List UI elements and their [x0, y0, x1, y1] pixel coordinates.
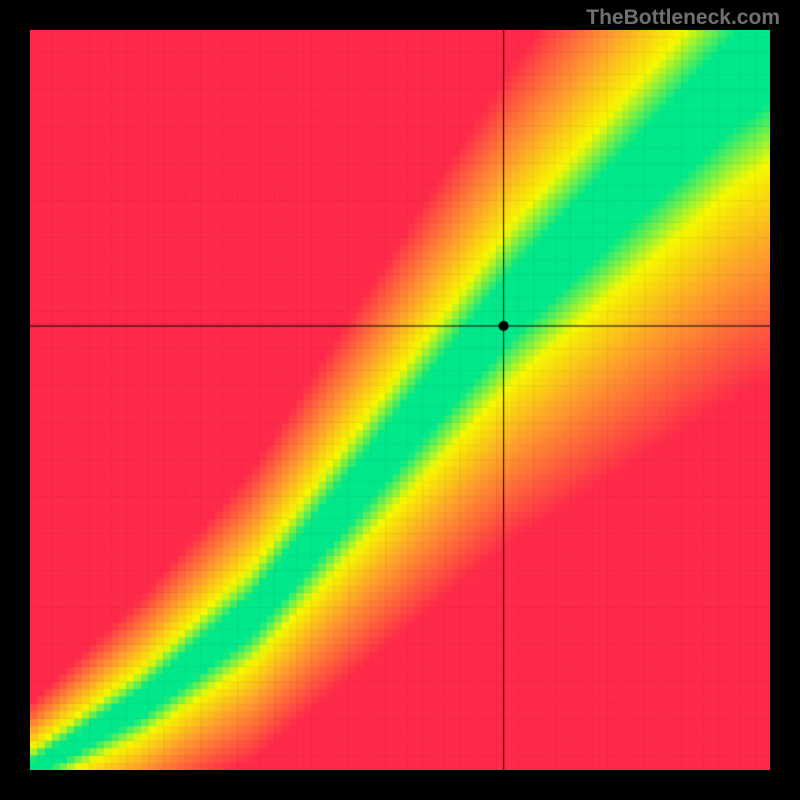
watermark-label: TheBottleneck.com — [586, 6, 780, 30]
bottleneck-heatmap — [30, 30, 770, 770]
